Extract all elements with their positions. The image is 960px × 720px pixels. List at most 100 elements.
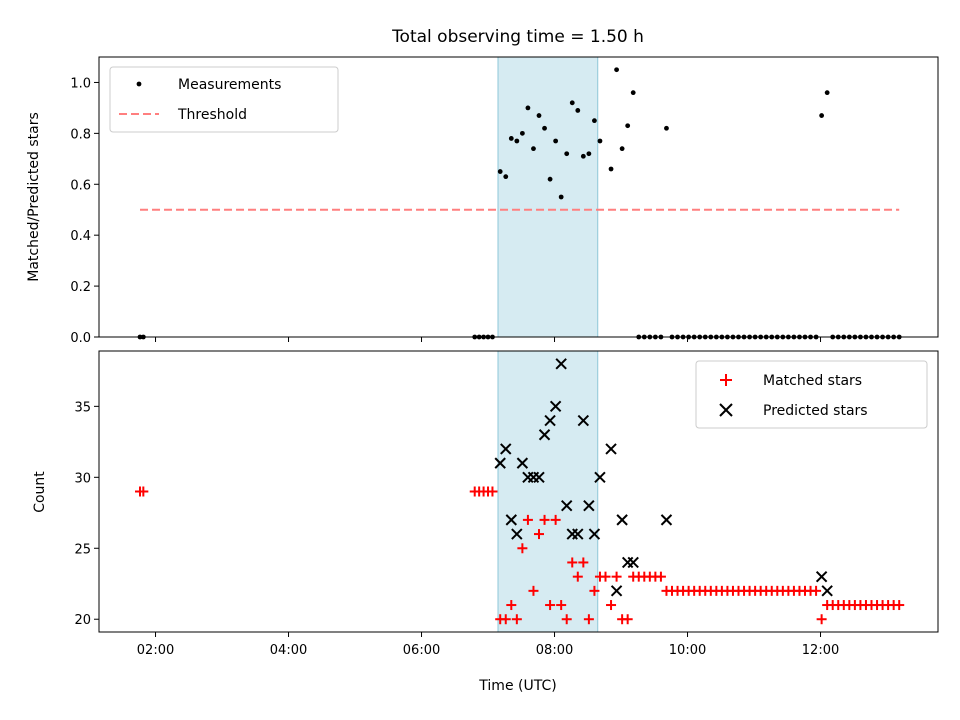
- measurement-point: [503, 174, 509, 180]
- predicted-point: [505, 514, 518, 526]
- predicted-point: [533, 471, 545, 484]
- measurement-point: [547, 176, 553, 182]
- predicted-point: [538, 429, 551, 441]
- top-x-ticks: [155, 337, 822, 342]
- predicted-point: [516, 457, 529, 469]
- top-y-axis-label: Matched/Predicted stars: [26, 112, 42, 282]
- x-tick-label: 12:00: [802, 643, 839, 658]
- predicted-point: [610, 585, 623, 597]
- matched-point: [611, 571, 622, 582]
- predicted-point: [660, 514, 673, 526]
- measurement-point: [664, 125, 669, 131]
- top-axes: 0.0 0.2 0.4 0.6 0.8 1.0 Matched/Predicted sta…: [26, 56, 939, 346]
- predicted-point: [583, 499, 595, 512]
- predicted-point: [555, 358, 567, 370]
- legend-measurements-label: Measurements: [178, 77, 281, 93]
- measurement-point: [819, 113, 825, 118]
- measurement-point: [531, 146, 536, 152]
- matched-point: [561, 614, 572, 625]
- measurement-point: [542, 125, 547, 131]
- x-tick-label: 02:00: [137, 643, 174, 658]
- legend-matched-label: Matched stars: [763, 373, 862, 389]
- matched-point: [506, 600, 517, 611]
- measurement-point: [519, 130, 525, 136]
- measurement-point: [580, 153, 586, 159]
- bottom-legend-box: [695, 360, 928, 429]
- predicted-points: [494, 358, 833, 597]
- matched-point: [578, 557, 589, 568]
- top-legend-box: [109, 66, 339, 133]
- matched-point: [816, 614, 827, 625]
- predicted-point: [588, 528, 601, 540]
- matched-point: [583, 614, 594, 625]
- measurement-point: [569, 100, 575, 106]
- top-y-ticks: 0.0 0.2 0.4 0.6 0.8 1.0: [70, 76, 99, 346]
- matched-point: [138, 486, 149, 497]
- legend-predicted-label: Predicted stars: [763, 403, 868, 419]
- predicted-point: [561, 499, 573, 512]
- bottom-y-tick-label: 20: [74, 613, 91, 628]
- top-y-tick-label: 0.8: [70, 127, 91, 142]
- bottom-y-tick-label: 35: [74, 400, 91, 415]
- measurement-point: [508, 136, 514, 141]
- predicted-point: [616, 514, 628, 526]
- matched-point: [589, 585, 600, 596]
- matched-point: [567, 557, 578, 568]
- measurement-point: [536, 113, 542, 118]
- matched-point: [556, 600, 567, 611]
- chart-title: Total observing time = 1.50 h: [391, 27, 644, 47]
- bottom-y-tick-label: 25: [74, 542, 91, 557]
- matched-point: [528, 585, 539, 596]
- measurement-point: [586, 151, 592, 157]
- measurement-point: [824, 90, 830, 96]
- matched-point: [550, 514, 561, 525]
- top-shaded-span: [497, 56, 599, 338]
- predicted-point: [577, 414, 590, 427]
- measurement-point: [525, 105, 531, 111]
- measurement-point: [575, 108, 581, 113]
- predicted-point: [544, 414, 556, 427]
- predicted-point: [594, 471, 606, 484]
- measurement-point: [630, 90, 636, 96]
- measurement-point: [558, 194, 564, 200]
- measurement-point: [497, 169, 503, 174]
- x-axis-label: Time (UTC): [478, 678, 556, 694]
- bottom-x-ticks: 02:00 04:00 06:00 08:00 10:00 12:00: [137, 632, 839, 658]
- matched-point: [539, 514, 550, 525]
- legend-measurements-marker: [136, 81, 142, 87]
- matched-point: [655, 571, 666, 582]
- top-y-tick-label: 0.0: [70, 331, 91, 346]
- predicted-point: [815, 570, 828, 583]
- matched-point: [811, 585, 822, 596]
- legend-threshold-label: Threshold: [177, 107, 247, 123]
- matched-point: [572, 571, 583, 582]
- predicted-point: [821, 585, 833, 597]
- top-y-tick-label: 0.6: [70, 178, 91, 193]
- predicted-point: [572, 528, 584, 540]
- x-tick-label: 10:00: [669, 643, 706, 658]
- matched-points: [135, 486, 905, 625]
- measurement-point: [597, 138, 603, 144]
- matched-point: [517, 543, 528, 554]
- bottom-legend: Matched stars Predicted stars: [695, 360, 928, 429]
- matched-point: [522, 514, 533, 525]
- matched-point: [622, 614, 633, 625]
- bottom-y-tick-label: 30: [74, 471, 91, 486]
- measurement-point: [625, 123, 631, 129]
- matched-point: [511, 614, 522, 625]
- x-tick-label: 08:00: [536, 643, 573, 658]
- bottom-y-axis-label: Count: [32, 471, 48, 513]
- measurement-point: [553, 138, 559, 144]
- measurement-point: [619, 146, 625, 152]
- x-tick-label: 06:00: [403, 643, 440, 658]
- top-axes-frame: [98, 56, 939, 338]
- legend-matched-marker: [720, 374, 732, 386]
- matched-point: [500, 614, 511, 625]
- measurement-point: [614, 67, 619, 73]
- predicted-point: [500, 443, 512, 455]
- bottom-axes-frame: [98, 350, 939, 633]
- matched-point: [606, 600, 617, 611]
- legend-predicted-marker: [719, 403, 733, 417]
